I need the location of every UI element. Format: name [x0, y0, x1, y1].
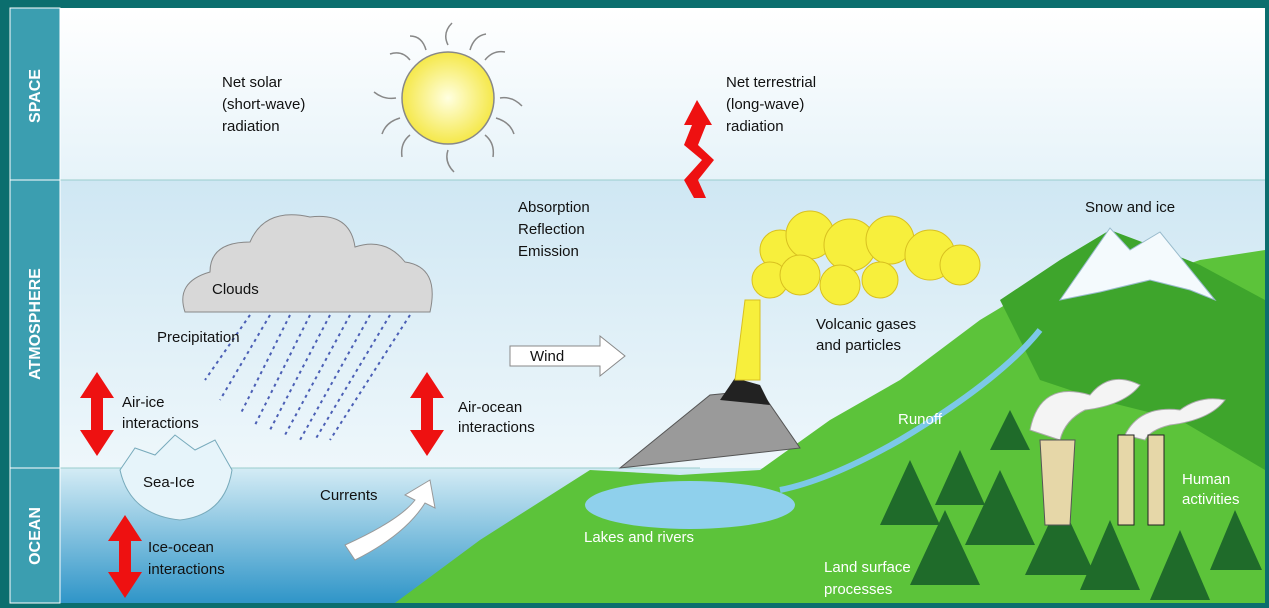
zone-label: OCEAN [27, 507, 44, 565]
page: SPACE ATMOSPHERE OCEAN [0, 0, 1269, 608]
label: Sea-Ice [143, 474, 195, 491]
label: Net terrestrial [726, 74, 816, 91]
label: Wind [530, 348, 564, 365]
label: Ice-ocean [148, 539, 214, 556]
label: interactions [122, 415, 199, 432]
zone-label: SPACE [27, 69, 44, 123]
label: Currents [320, 487, 378, 504]
label: Clouds [212, 281, 259, 298]
label: radiation [222, 118, 280, 135]
label: processes [824, 581, 892, 598]
label: Reflection [518, 221, 585, 238]
label: Emission [518, 243, 579, 260]
label: activities [1182, 491, 1240, 508]
label: interactions [458, 419, 535, 436]
label: Lakes and rivers [584, 529, 694, 546]
zone-label: ATMOSPHERE [27, 268, 44, 380]
label: Human [1182, 471, 1230, 488]
label: Air-ice [122, 394, 165, 411]
space-band [60, 8, 1265, 180]
label: Volcanic gases [816, 316, 916, 333]
lake [585, 481, 795, 529]
label: (short-wave) [222, 96, 305, 113]
label: Precipitation [157, 329, 240, 346]
label: Absorption [518, 199, 590, 216]
label: Air-ocean [458, 399, 522, 416]
label: Land surface [824, 559, 911, 576]
label: radiation [726, 118, 784, 135]
label: and particles [816, 337, 901, 354]
label: (long-wave) [726, 96, 804, 113]
label: interactions [148, 561, 225, 578]
label: Net solar [222, 74, 282, 91]
label: Snow and ice [1085, 199, 1175, 216]
label: Runoff [898, 411, 943, 428]
climate-diagram: SPACE ATMOSPHERE OCEAN [0, 0, 1269, 608]
